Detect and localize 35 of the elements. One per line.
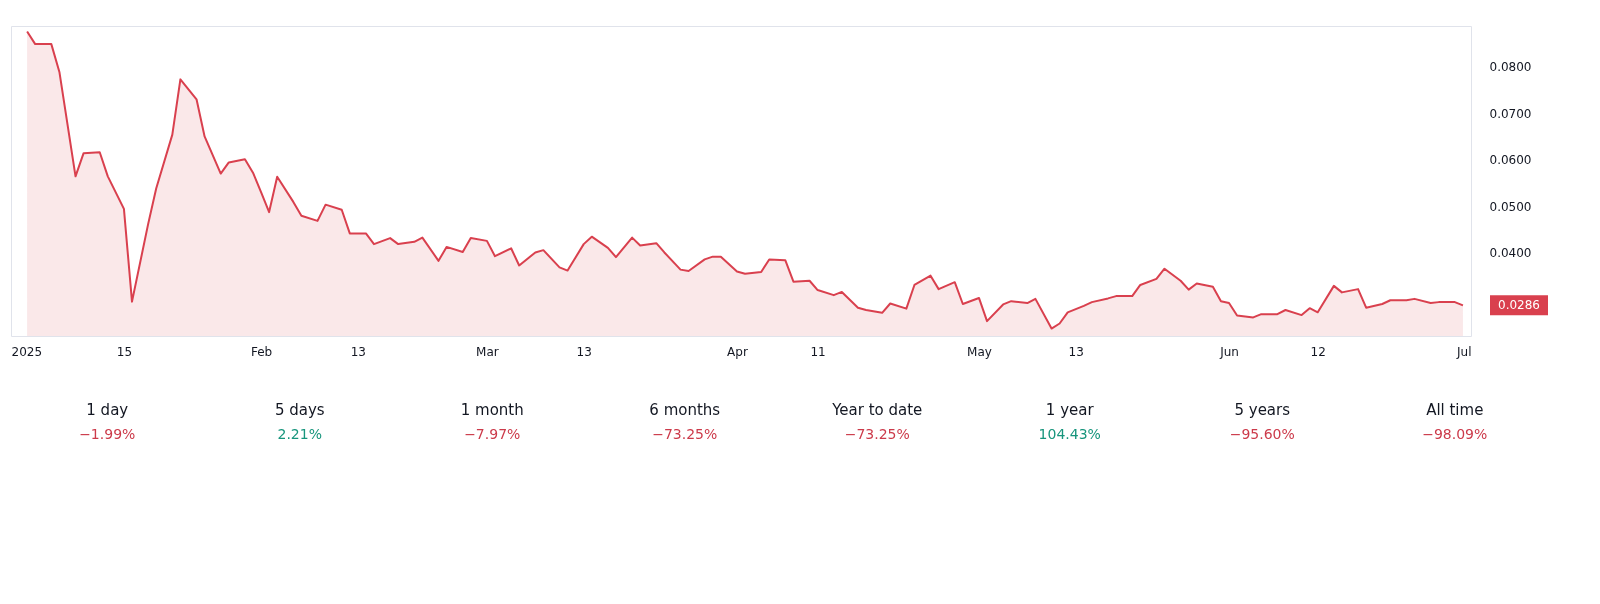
y-tick-label: 0.0800 — [1489, 60, 1532, 75]
category-label: 5 days — [274, 401, 325, 419]
category-label: 1 year — [1045, 401, 1095, 419]
x-tick-label: May — [967, 344, 992, 359]
text: −73.25% — [652, 426, 718, 442]
category-label: 1 month — [460, 401, 524, 419]
y-tick-label: 0.0500 — [1489, 199, 1532, 214]
x-tick-label: Apr — [727, 344, 748, 359]
x-tick-label: 13 — [350, 344, 366, 359]
y-tick-label: 0.0600 — [1489, 153, 1532, 168]
x-tick-label: 13 — [1068, 344, 1084, 359]
x-tick-label: Feb — [250, 344, 273, 359]
category-label: Year to date — [831, 401, 923, 419]
text: 0.0286 — [1498, 298, 1540, 313]
x-tick-label: 12 — [1310, 344, 1326, 359]
x-tick-label: 11 — [810, 344, 826, 359]
text: 104.43% — [1038, 426, 1101, 442]
category-label: All time — [1426, 401, 1484, 419]
y-tick-label: 0.0700 — [1489, 106, 1532, 121]
text: 2.21% — [277, 426, 322, 442]
x-tick-label: 15 — [116, 344, 133, 359]
y-tick-label: 0.0400 — [1489, 245, 1532, 260]
x-tick-label: 2025 — [11, 344, 43, 359]
category-label: 1 day — [86, 401, 129, 419]
x-tick-label: Mar — [476, 344, 499, 359]
category-label: 6 months — [649, 401, 721, 419]
text: −7.97% — [464, 426, 521, 442]
x-tick-label: Jun — [1219, 344, 1239, 359]
text: −73.25% — [844, 426, 910, 442]
x-tick-label: 13 — [576, 344, 592, 359]
text: −98.09% — [1422, 426, 1488, 442]
x-tick-label: Jul — [1456, 344, 1472, 359]
text: −95.60% — [1229, 426, 1295, 442]
category-label: 5 years — [1234, 401, 1291, 419]
text: −1.99% — [79, 426, 136, 442]
